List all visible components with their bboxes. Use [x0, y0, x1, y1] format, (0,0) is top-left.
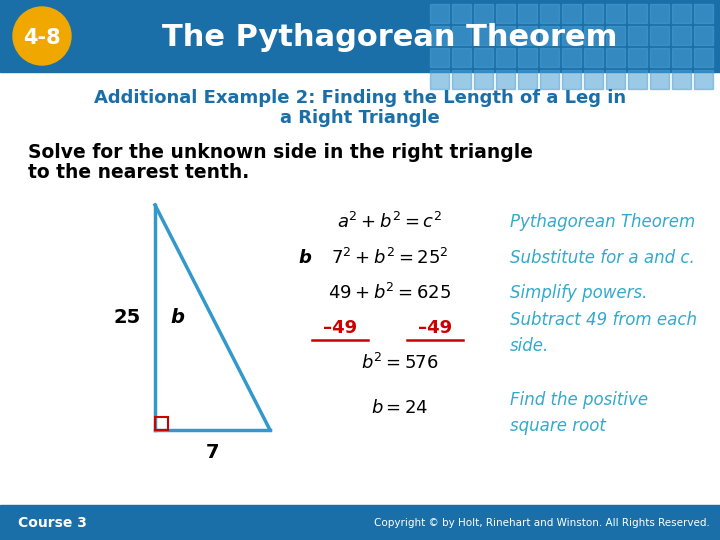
Bar — [540, 48, 559, 67]
Text: Solve for the unknown side in the right triangle: Solve for the unknown side in the right … — [28, 143, 533, 161]
Text: b: b — [170, 308, 184, 327]
Text: –49: –49 — [418, 319, 452, 337]
Bar — [0, 505, 720, 540]
Bar — [672, 48, 691, 67]
Text: square root: square root — [510, 417, 606, 435]
Text: Find the positive: Find the positive — [510, 391, 648, 409]
Bar — [0, 0, 720, 72]
Bar — [584, 48, 603, 67]
Text: Substitute for a and c.: Substitute for a and c. — [510, 249, 695, 267]
Bar — [606, 26, 625, 45]
Text: side.: side. — [510, 337, 549, 355]
Bar — [474, 48, 493, 67]
Bar — [496, 48, 515, 67]
Bar — [606, 70, 625, 89]
Bar — [650, 48, 669, 67]
Text: 7: 7 — [206, 442, 220, 462]
Bar — [694, 48, 713, 67]
Bar — [518, 26, 537, 45]
Bar — [584, 70, 603, 89]
Bar — [694, 70, 713, 89]
Bar — [474, 4, 493, 23]
Bar — [474, 26, 493, 45]
Bar — [628, 4, 647, 23]
Bar — [540, 70, 559, 89]
Bar — [540, 4, 559, 23]
Bar — [672, 4, 691, 23]
Bar — [650, 26, 669, 45]
Text: 25: 25 — [113, 308, 140, 327]
Bar — [430, 26, 449, 45]
Bar — [452, 4, 471, 23]
Text: Copyright © by Holt, Rinehart and Winston. All Rights Reserved.: Copyright © by Holt, Rinehart and Winsto… — [374, 518, 710, 528]
Bar — [672, 70, 691, 89]
Text: 4-8: 4-8 — [23, 28, 60, 48]
Bar — [606, 48, 625, 67]
Text: Pythagorean Theorem: Pythagorean Theorem — [510, 213, 696, 231]
Bar — [518, 48, 537, 67]
Text: to the nearest tenth.: to the nearest tenth. — [28, 164, 249, 183]
Text: b: b — [299, 249, 312, 267]
Bar — [430, 4, 449, 23]
Text: –49: –49 — [323, 319, 357, 337]
Bar — [584, 26, 603, 45]
Text: a Right Triangle: a Right Triangle — [280, 109, 440, 127]
Bar — [694, 26, 713, 45]
Text: $a^2 + b^2 = c^2$: $a^2 + b^2 = c^2$ — [338, 212, 443, 232]
Bar — [672, 26, 691, 45]
Bar — [562, 4, 581, 23]
Bar — [452, 48, 471, 67]
Bar — [518, 70, 537, 89]
Ellipse shape — [13, 7, 71, 65]
Bar — [562, 48, 581, 67]
Text: Course 3: Course 3 — [18, 516, 87, 530]
Bar — [496, 4, 515, 23]
Text: The Pythagorean Theorem: The Pythagorean Theorem — [162, 24, 618, 52]
Bar — [584, 4, 603, 23]
Bar — [562, 26, 581, 45]
Bar — [650, 70, 669, 89]
Bar — [430, 48, 449, 67]
Bar — [496, 26, 515, 45]
Bar — [452, 70, 471, 89]
Text: $b = 24$: $b = 24$ — [372, 399, 428, 417]
Bar — [540, 26, 559, 45]
Text: Subtract 49 from each: Subtract 49 from each — [510, 311, 697, 329]
Text: $49 + b^2 = 625$: $49 + b^2 = 625$ — [328, 283, 451, 303]
Bar — [496, 70, 515, 89]
Bar — [650, 4, 669, 23]
Bar — [452, 26, 471, 45]
Bar — [518, 4, 537, 23]
Bar — [562, 70, 581, 89]
Text: Simplify powers.: Simplify powers. — [510, 284, 647, 302]
Bar — [694, 4, 713, 23]
Bar — [606, 4, 625, 23]
Text: $7^2 + b^2 = 25^2$: $7^2 + b^2 = 25^2$ — [331, 248, 449, 268]
Text: Additional Example 2: Finding the Length of a Leg in: Additional Example 2: Finding the Length… — [94, 89, 626, 107]
Bar — [474, 70, 493, 89]
Bar — [628, 48, 647, 67]
Bar — [628, 26, 647, 45]
Bar — [628, 70, 647, 89]
Bar — [155, 417, 168, 430]
Text: $b^2 = 576$: $b^2 = 576$ — [361, 353, 438, 373]
Bar — [430, 70, 449, 89]
